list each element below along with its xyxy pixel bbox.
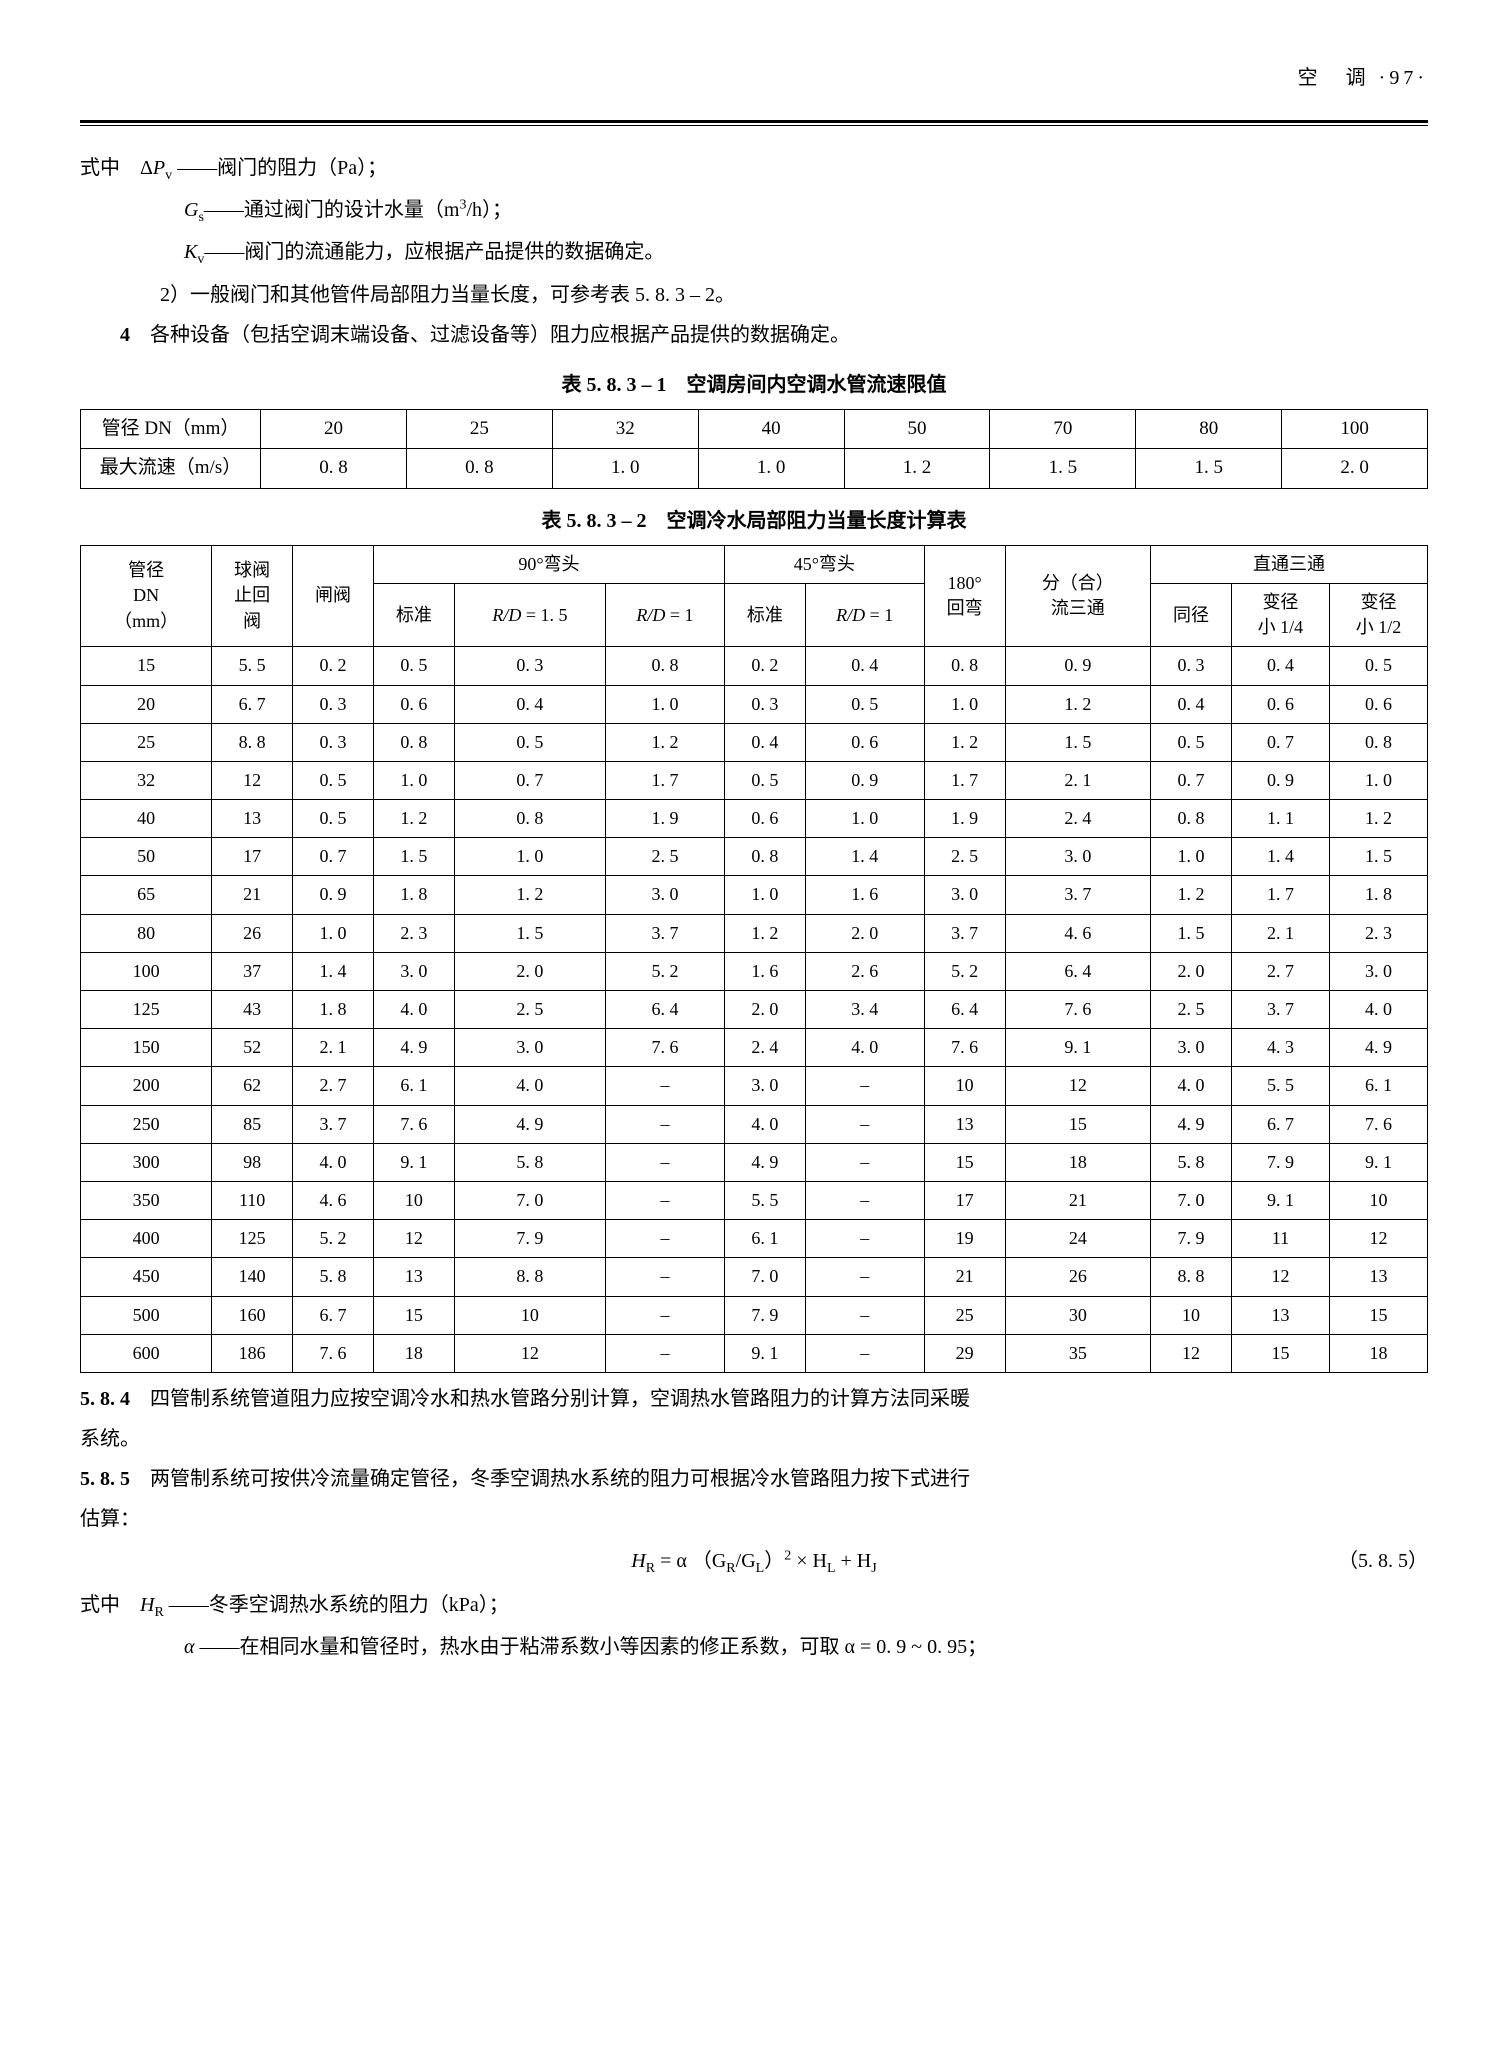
table-row: 150522. 14. 93. 07. 62. 44. 07. 69. 13. … [81,1029,1428,1067]
table-row: 3501104. 6107. 0–5. 5–17217. 09. 110 [81,1181,1428,1219]
col-90-elbow: 90°弯头 [373,545,724,583]
section-5-8-4: 5. 8. 4 四管制系统管道阻力应按空调冷水和热水管路分别计算，空调热水管路阻… [80,1381,1428,1417]
def-alpha: α ——在相同水量和管径时，热水由于粘滞系数小等因素的修正系数，可取 α = 0… [80,1629,1428,1665]
col-ball-valve: 球阀止回阀 [212,545,293,647]
def-gs: Gs——通过阀门的设计水量（m3/h）； [80,192,1428,230]
table1-caption: 表 5. 8. 3 – 1 空调房间内空调水管流速限值 [80,367,1428,403]
table-row: 32120. 51. 00. 71. 70. 50. 91. 72. 10. 7… [81,761,1428,799]
row-label: 最大流速（m/s） [81,449,261,489]
section-5-8-5: 5. 8. 5 两管制系统可按供冷流量确定管径，冬季空调热水系统的阻力可根据冷水… [80,1461,1428,1497]
sub-zt-same: 同径 [1151,583,1232,646]
table-row: 206. 70. 30. 60. 41. 00. 30. 51. 01. 20.… [81,685,1428,723]
def-hr: 式中 HR ——冬季空调热水系统的阻力（kPa）； [80,1587,1428,1625]
col-branch-tee: 分（合）流三通 [1005,545,1151,647]
sub-45-rd1: R/D = 1 [805,583,924,646]
sub-90-rd15: R/D = 1. 5 [454,583,605,646]
table-row: 管径 DN（mm） 20 25 32 40 50 70 80 100 [81,409,1428,449]
row-label: 管径 DN（mm） [81,409,261,449]
table2-caption: 表 5. 8. 3 – 2 空调冷水局部阻力当量长度计算表 [80,503,1428,539]
col-180-return: 180°回弯 [924,545,1005,647]
item-2: 2）一般阀门和其他管件局部阻力当量长度，可参考表 5. 8. 3 – 2。 [80,277,1428,313]
col-gate-valve: 闸阀 [293,545,374,647]
header-rule [80,120,1428,126]
item-4: 4 各种设备（包括空调末端设备、过滤设备等）阻力应根据产品提供的数据确定。 [80,317,1428,353]
table-row: 40130. 51. 20. 81. 90. 61. 01. 92. 40. 8… [81,800,1428,838]
table-row: 50170. 71. 51. 02. 50. 81. 42. 53. 01. 0… [81,838,1428,876]
table-row: 100371. 43. 02. 05. 21. 62. 65. 26. 42. … [81,952,1428,990]
def-kv: Kv——阀门的流通能力，应根据产品提供的数据确定。 [80,234,1428,272]
formula-5-8-5: HR = α （GR/GL）2 × HL + HJ （5. 8. 5） [80,1543,1428,1581]
table-row: 5001606. 71510–7. 9–2530101315 [81,1296,1428,1334]
sub-zt-14: 变径小 1/4 [1231,583,1329,646]
table-row: 80261. 02. 31. 53. 71. 22. 03. 74. 61. 5… [81,914,1428,952]
sub-90-rd1: R/D = 1 [606,583,725,646]
col-45-elbow: 45°弯头 [724,545,924,583]
section-5-8-4-cont: 系统。 [80,1421,1428,1457]
sub-45-std: 标准 [724,583,805,646]
section-5-8-5-cont: 估算： [80,1501,1428,1537]
sub-zt-12: 变径小 1/2 [1329,583,1427,646]
table-5-8-3-1: 管径 DN（mm） 20 25 32 40 50 70 80 100 最大流速（… [80,409,1428,489]
table-row: 4001255. 2127. 9–6. 1–19247. 91112 [81,1220,1428,1258]
table-row: 125431. 84. 02. 56. 42. 03. 46. 47. 62. … [81,991,1428,1029]
table-row: 4501405. 8138. 8–7. 0–21268. 81213 [81,1258,1428,1296]
section-title: 空 调 [1298,67,1370,89]
table-5-8-3-2: 管径DN（mm） 球阀止回阀 闸阀 90°弯头 45°弯头 180°回弯 分（合… [80,545,1428,1373]
table-row: 最大流速（m/s） 0. 8 0. 8 1. 0 1. 0 1. 2 1. 5 … [81,449,1428,489]
page-header: 空 调 ·97· [80,60,1428,104]
table-row: 258. 80. 30. 80. 51. 20. 40. 61. 21. 50.… [81,723,1428,761]
col-dn: 管径DN（mm） [81,545,212,647]
table-row: 155. 50. 20. 50. 30. 80. 20. 40. 80. 90.… [81,647,1428,685]
table-row: 65210. 91. 81. 23. 01. 01. 63. 03. 71. 2… [81,876,1428,914]
table-row: 6001867. 61812–9. 1–2935121518 [81,1334,1428,1372]
table-row: 300984. 09. 15. 8–4. 9–15185. 87. 99. 1 [81,1143,1428,1181]
def-pv: 式中 ΔPv ——阀门的阻力（Pa）； [80,150,1428,188]
table-head-row: 管径DN（mm） 球阀止回阀 闸阀 90°弯头 45°弯头 180°回弯 分（合… [81,545,1428,583]
sub-90-std: 标准 [373,583,454,646]
formula-number: （5. 8. 5） [1338,1543,1428,1579]
table-row: 250853. 77. 64. 9–4. 0–13154. 96. 77. 6 [81,1105,1428,1143]
table-row: 200622. 76. 14. 0–3. 0–10124. 05. 56. 1 [81,1067,1428,1105]
col-straight-tee: 直通三通 [1151,545,1428,583]
page-number: ·97· [1379,67,1428,89]
